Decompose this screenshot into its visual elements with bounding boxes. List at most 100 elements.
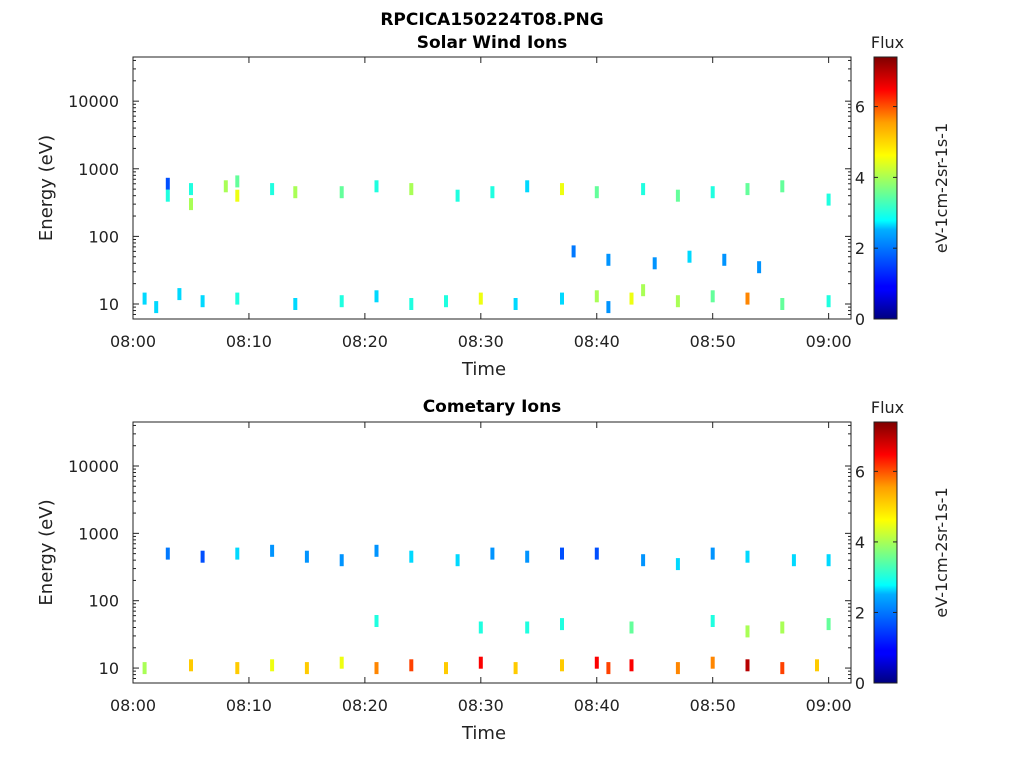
heatmap-cell (189, 659, 193, 672)
heatmap-cell (270, 659, 275, 672)
colorbar (873, 56, 898, 320)
heatmap-cell (687, 250, 692, 263)
x-tick-label: 09:00 (806, 332, 852, 351)
heatmap-cell (374, 662, 379, 675)
heatmap-cell (478, 656, 483, 669)
heatmap-cell (235, 662, 240, 675)
panel-1: Solar Wind Ions 08:00 08:10 08:20 08:30 08:40… (36, 33, 951, 380)
colorbar-tick-label: 6 (855, 462, 865, 481)
heatmap-cell (560, 618, 564, 631)
x-tick-label: 08:30 (458, 332, 504, 351)
y-tick-label: 100 (88, 227, 119, 246)
y-tick-label: 10000 (68, 457, 119, 476)
heatmap-cell (223, 180, 228, 193)
heatmap-cell (513, 662, 518, 675)
heatmap-cell (490, 547, 495, 560)
heatmap-cell (154, 301, 159, 314)
heatmap-cell (594, 186, 599, 199)
heatmap-cell (722, 253, 727, 266)
y-tick-label: 10000 (68, 92, 119, 111)
heatmap-cell (525, 621, 530, 634)
heatmap-cell (235, 189, 240, 202)
heatmap-cell (293, 186, 298, 199)
heatmap-cell (745, 550, 750, 563)
x-tick-label: 08:30 (458, 696, 504, 715)
heatmap-cell (409, 659, 414, 672)
heatmap-cell (339, 554, 344, 567)
heatmap-cell (189, 183, 193, 196)
heatmap-cell (710, 615, 715, 627)
heatmap-cell (629, 659, 634, 672)
colorbar (873, 421, 898, 684)
heatmap-cell (675, 662, 680, 675)
heatmap-cell (641, 183, 646, 196)
heatmap-cell (606, 301, 611, 314)
heatmap-cell (409, 183, 414, 196)
y-axis-label: Energy (eV) (36, 135, 57, 241)
heatmap-cell (571, 245, 576, 258)
heatmap-cell (594, 290, 599, 303)
heatmap-cell (629, 292, 634, 305)
plot-frame (132, 56, 852, 320)
heatmap-cell (293, 298, 298, 310)
colorbar-tick-label: 0 (855, 674, 865, 693)
heatmap-cell (826, 193, 831, 206)
heatmap-cell (200, 295, 205, 308)
y-tick-label: 1000 (78, 160, 119, 179)
heatmap-cell (560, 292, 564, 305)
plot-frame (132, 421, 852, 684)
heatmap-cell (165, 177, 170, 190)
heatmap-cell (745, 292, 750, 305)
heatmap-cell (304, 550, 309, 563)
colorbar-label: eV-1cm-2sr-1s-1 (932, 123, 951, 253)
y-tick-label: 1000 (78, 524, 119, 543)
heatmap-cell (815, 659, 819, 672)
heatmap-cell (675, 558, 680, 571)
x-tick-label: 08:20 (342, 696, 388, 715)
heatmap-cell (235, 175, 240, 188)
heatmap-cell (478, 292, 483, 305)
x-axis-label: Time (461, 359, 506, 380)
heatmap-cell (780, 180, 785, 193)
heatmap-cell (304, 662, 309, 675)
heatmap-cell (780, 662, 785, 675)
heatmap-cell (200, 550, 205, 563)
heatmap-cell (826, 554, 831, 567)
heatmap-cells (142, 175, 831, 314)
heatmap-cells (142, 544, 831, 675)
x-tick-label: 08:10 (226, 696, 272, 715)
heatmap-cell (478, 621, 483, 634)
heatmap-cell (339, 186, 344, 199)
heatmap-cell (270, 183, 275, 196)
colorbar-tick-label: 4 (855, 168, 865, 187)
heatmap-cell (142, 292, 147, 305)
heatmap-cell (444, 295, 448, 308)
heatmap-cell (641, 284, 646, 297)
heatmap-cell (745, 625, 750, 638)
x-tick-label: 08:40 (574, 696, 620, 715)
heatmap-cell (780, 298, 785, 310)
heatmap-cell (710, 656, 715, 669)
heatmap-cell (641, 554, 646, 567)
panels: Solar Wind Ions 08:00 08:10 08:20 08:30 08:40… (36, 33, 951, 744)
colorbar-title: Flux (871, 33, 904, 52)
heatmap-cell (374, 290, 379, 303)
colorbar-tick-label: 4 (855, 533, 865, 552)
colorbar-tick-label: 6 (855, 98, 865, 117)
heatmap-cell (710, 290, 715, 303)
heatmap-cell (560, 659, 564, 672)
heatmap-cell (780, 621, 785, 634)
heatmap-cell (757, 261, 762, 274)
heatmap-cell (513, 298, 518, 310)
heatmap-cell (675, 295, 680, 308)
heatmap-cell (374, 544, 379, 557)
panel-title: Cometary Ions (423, 397, 562, 417)
heatmap-cell (270, 544, 275, 557)
heatmap-cell (374, 180, 379, 193)
heatmap-cell (594, 656, 599, 669)
heatmap-cell (374, 615, 379, 627)
colorbar-label: eV-1cm-2sr-1s-1 (932, 487, 951, 617)
heatmap-cell (525, 550, 530, 563)
heatmap-cell (235, 292, 240, 305)
